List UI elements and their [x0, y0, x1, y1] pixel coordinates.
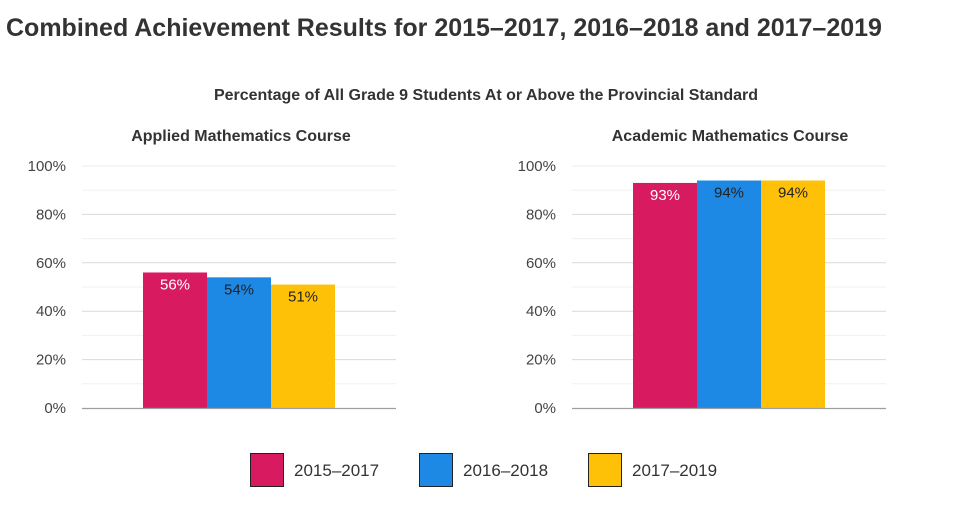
academic-data-label: 94%: [714, 185, 744, 202]
applied-data-label: 54%: [224, 281, 254, 298]
legend-swatch-2017-2019: [588, 453, 622, 487]
academic-bar-2015–2017: [633, 182, 697, 408]
legend-label-2016-2018: 2016–2018: [463, 461, 549, 480]
academic-y-tick-label: 40%: [526, 303, 556, 320]
legend-label-2017-2019: 2017–2019: [632, 461, 718, 480]
applied-data-label: 56%: [160, 276, 190, 293]
applied-data-label: 51%: [288, 289, 318, 306]
academic-data-label: 94%: [778, 185, 808, 202]
academic-panel-title: Academic Mathematics Course: [612, 128, 849, 145]
chart-legend: 2015–2017 2016–2018 2017–2019: [0, 453, 965, 491]
legend-swatch-2015-2017: [250, 453, 284, 487]
legend-item-2016-2018[interactable]: 2016–2018: [419, 453, 559, 489]
legend-item-2017-2019[interactable]: 2017–2019: [588, 453, 728, 489]
legend-swatch-2016-2018: [419, 453, 453, 487]
academic-y-tick-label: 0%: [534, 400, 556, 417]
academic-y-tick-label: 100%: [518, 158, 556, 175]
legend-item-2015-2017[interactable]: 2015–2017: [250, 453, 390, 489]
academic-y-tick-label: 20%: [526, 352, 556, 369]
academic-bar-2016–2018: [697, 180, 761, 408]
applied-y-tick-label: 20%: [36, 352, 66, 369]
academic-y-tick-label: 60%: [526, 255, 556, 272]
applied-bar-2016–2018: [207, 277, 271, 408]
chart-title: Percentage of All Grade 9 Students At or…: [214, 87, 758, 104]
academic-y-tick-label: 80%: [526, 206, 556, 223]
applied-y-tick-label: 60%: [36, 255, 66, 272]
academic-data-label: 93%: [650, 187, 680, 204]
legend-label-2015-2017: 2015–2017: [294, 461, 380, 480]
applied-y-tick-label: 80%: [36, 206, 66, 223]
applied-y-tick-label: 100%: [28, 158, 66, 175]
page-title: Combined Achievement Results for 2015–20…: [6, 14, 882, 42]
applied-bar-2015–2017: [143, 272, 207, 408]
applied-y-tick-label: 40%: [36, 303, 66, 320]
academic-bar-2017–2019: [761, 180, 825, 408]
applied-y-tick-label: 0%: [44, 400, 66, 417]
applied-panel-title: Applied Mathematics Course: [131, 128, 351, 145]
applied-bar-2017–2019: [271, 284, 335, 408]
